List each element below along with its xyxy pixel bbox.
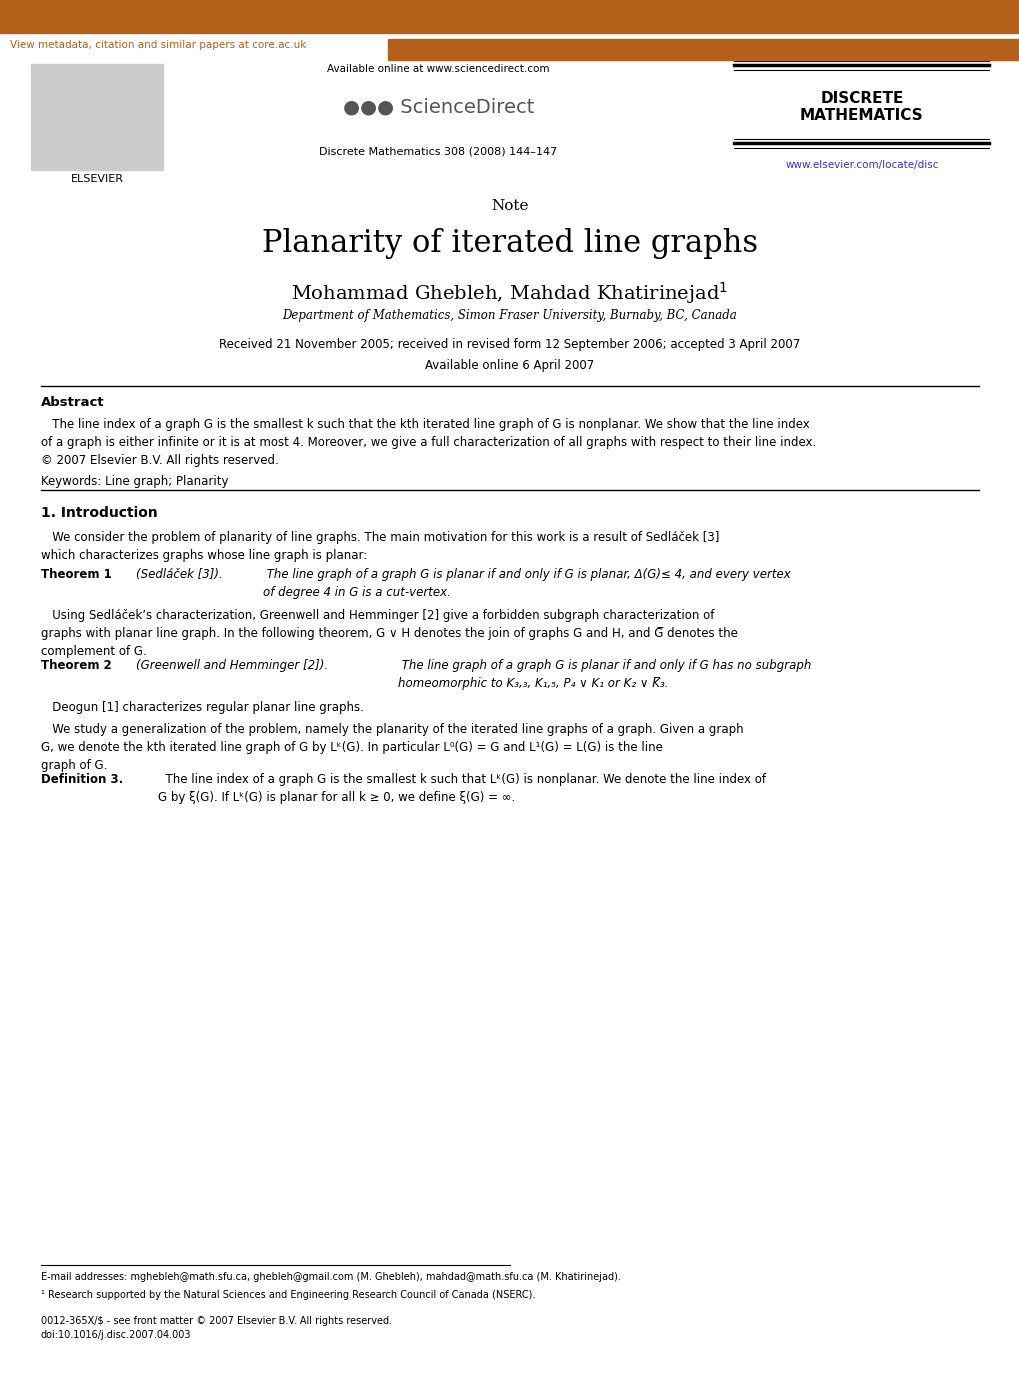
Text: Discrete Mathematics 308 (2008) 144–147: Discrete Mathematics 308 (2008) 144–147 [319,146,557,156]
Text: Available online 6 April 2007: Available online 6 April 2007 [425,359,594,372]
Text: Theorem 1: Theorem 1 [41,568,111,581]
Text: ELSEVIER: ELSEVIER [70,174,123,184]
Text: E-mail addresses: mghebleh@math.sfu.ca, ghebleh@gmail.com (M. Ghebleh), mahdad@m: E-mail addresses: mghebleh@math.sfu.ca, … [41,1272,621,1282]
Text: Definition 3.: Definition 3. [41,773,123,786]
Text: (Greenwell and Hemminger [2]).: (Greenwell and Hemminger [2]). [136,659,327,671]
Text: Available online at www.sciencedirect.com: Available online at www.sciencedirect.co… [327,64,549,74]
Bar [0,0,1019,33]
Text: The line graph of a graph G is planar if and only if G has no subgraph
homeomorp: The line graph of a graph G is planar if… [397,659,810,690]
Text: ●●● ScienceDirect: ●●● ScienceDirect [342,98,534,117]
Bar [31,64,163,170]
Text: Received 21 November 2005; received in revised form 12 September 2006; accepted : Received 21 November 2005; received in r… [219,338,800,351]
Text: provided by Elsevier - Publisher Connector: provided by Elsevier - Publisher Connect… [801,45,1009,54]
Text: Deogun [1] characterizes regular planar line graphs.: Deogun [1] characterizes regular planar … [41,701,364,713]
Text: The line index of a graph G is the smallest k such that the kth iterated line gr: The line index of a graph G is the small… [41,418,815,467]
Text: The line graph of a graph G is planar if and only if G is planar, Δ(G)≤ 4, and e: The line graph of a graph G is planar if… [263,568,790,599]
Bar [387,39,1019,60]
Text: Department of Mathematics, Simon Fraser University, Burnaby, BC, Canada: Department of Mathematics, Simon Fraser … [282,309,737,322]
Text: View metadata, citation and similar papers at core.ac.uk: View metadata, citation and similar pape… [10,40,307,50]
Text: 0012-365X/$ - see front matter © 2007 Elsevier B.V. All rights reserved.
doi:10.: 0012-365X/$ - see front matter © 2007 El… [41,1316,391,1340]
Text: We consider the problem of planarity of line graphs. The main motivation for thi: We consider the problem of planarity of … [41,531,718,561]
Text: We study a generalization of the problem, namely the planarity of the iterated l: We study a generalization of the problem… [41,723,743,772]
Text: Using Sedláček’s characterization, Greenwell and Hemminger [2] give a forbidden : Using Sedláček’s characterization, Green… [41,609,737,657]
Text: Note: Note [491,199,528,213]
Text: (Sedláček [3]).: (Sedláček [3]). [136,568,222,581]
Text: Theorem 2: Theorem 2 [41,659,111,671]
Text: Planarity of iterated line graphs: Planarity of iterated line graphs [262,228,757,259]
Text: DISCRETE
MATHEMATICS: DISCRETE MATHEMATICS [799,91,923,123]
Text: www.elsevier.com/locate/disc: www.elsevier.com/locate/disc [785,160,937,170]
Text: ¹ Research supported by the Natural Sciences and Engineering Research Council of: ¹ Research supported by the Natural Scie… [41,1290,535,1300]
Text: Mohammad Ghebleh, Mahdad Khatirinejad$^1$: Mohammad Ghebleh, Mahdad Khatirinejad$^1… [291,280,728,306]
Text: Keywords: Line graph; Planarity: Keywords: Line graph; Planarity [41,475,228,488]
Text: 1. Introduction: 1. Introduction [41,506,157,520]
Text: brought to you by  CORE: brought to you by CORE [880,40,1009,50]
Text: The line index of a graph G is the smallest k such that Lᵏ(G) is nonplanar. We d: The line index of a graph G is the small… [158,773,765,804]
Text: Abstract: Abstract [41,396,104,408]
